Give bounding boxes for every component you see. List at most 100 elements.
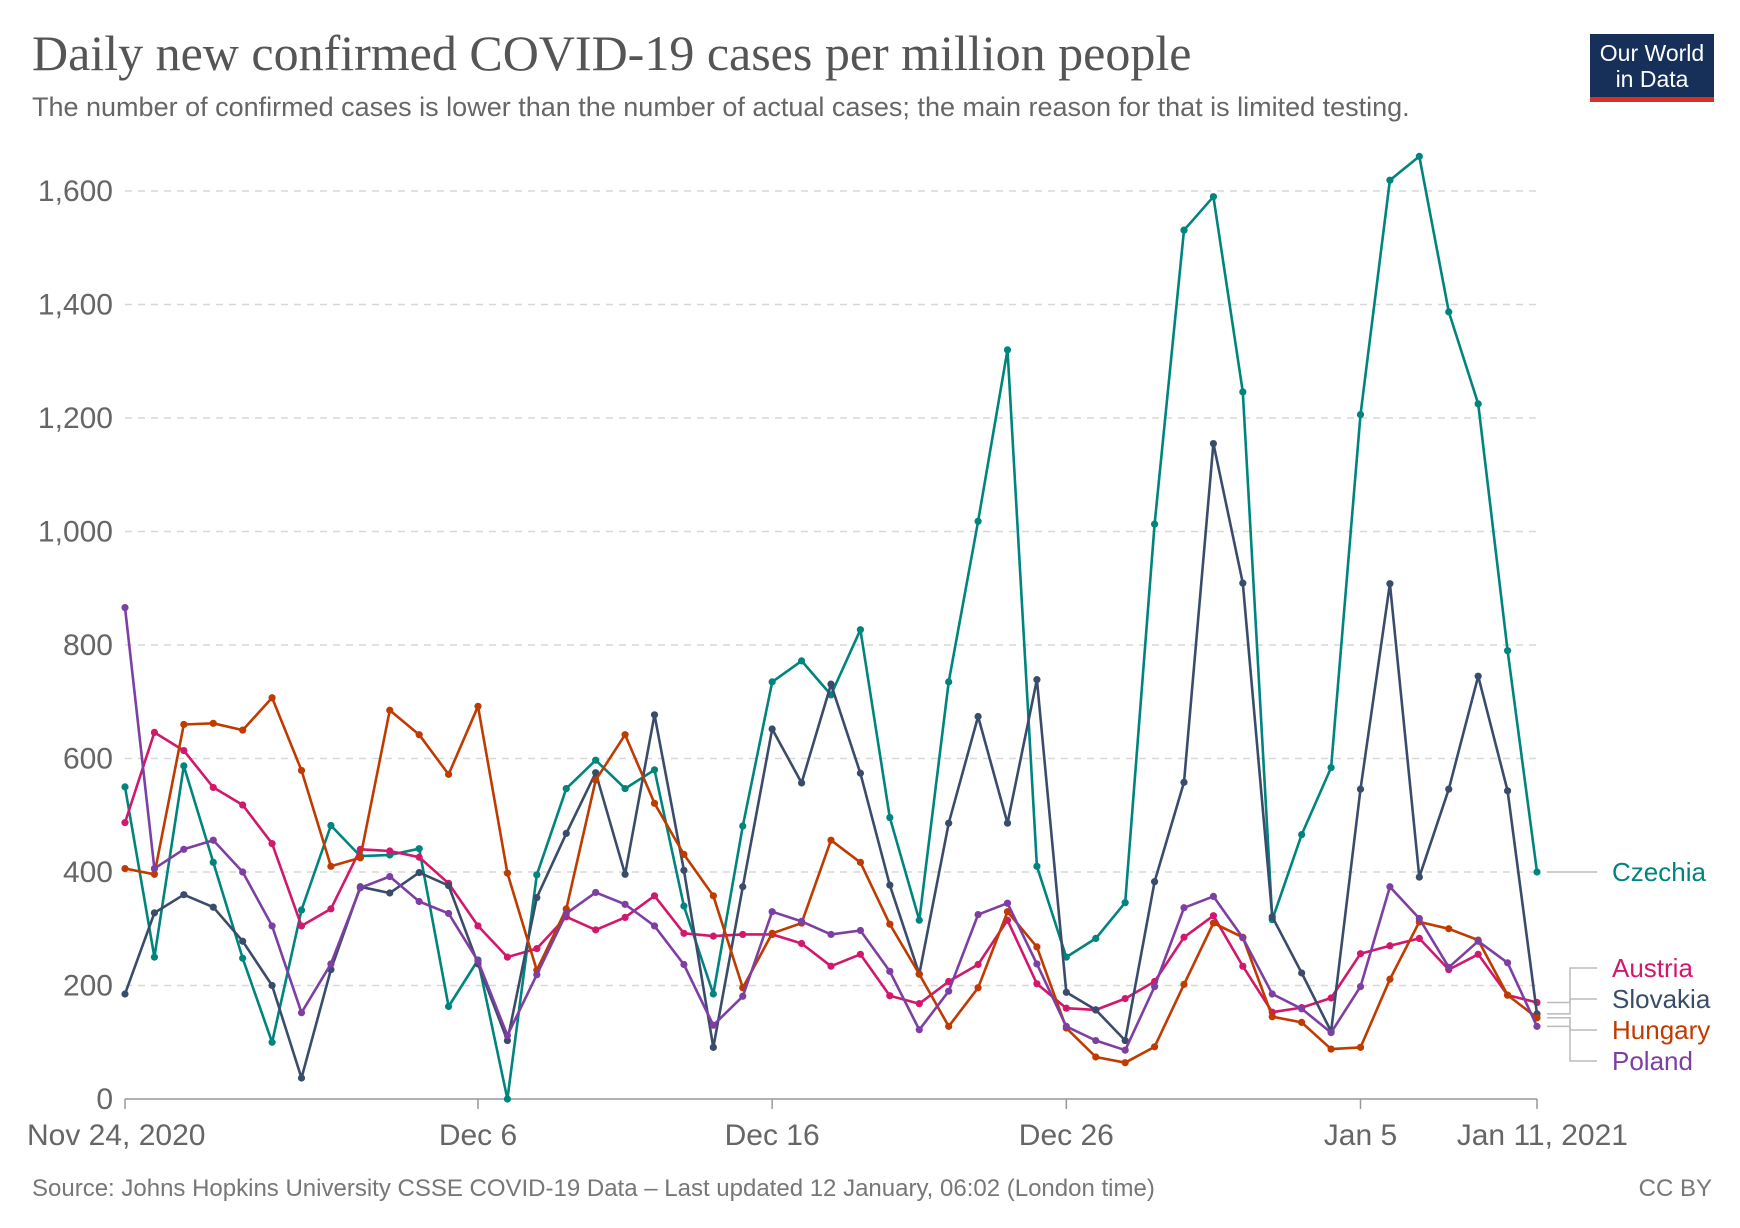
point-hungary (150, 870, 159, 878)
point-slovakia (180, 891, 188, 899)
license-link[interactable]: CC BY (1638, 1175, 1712, 1202)
point-poland (945, 987, 953, 995)
point-poland (1327, 1029, 1335, 1037)
series-lines (121, 152, 1541, 1103)
point-slovakia (1092, 1006, 1100, 1014)
y-tick-label: 1,600 (38, 175, 113, 208)
point-austria (1356, 950, 1365, 958)
point-slovakia (1356, 785, 1365, 793)
point-slovakia (1445, 785, 1453, 793)
point-slovakia (592, 769, 600, 777)
point-slovakia (1298, 969, 1306, 977)
owid-logo[interactable]: Our World in Data (1590, 34, 1714, 102)
point-slovakia (444, 882, 453, 890)
point-poland (1209, 892, 1218, 901)
point-austria (268, 840, 276, 848)
point-slovakia (209, 903, 217, 911)
point-czechia (974, 517, 982, 525)
point-slovakia (974, 712, 982, 721)
point-poland (1033, 960, 1041, 968)
point-hungary (239, 726, 247, 734)
point-czechia (886, 813, 894, 822)
point-czechia (297, 906, 306, 914)
y-tick-label: 200 (63, 970, 113, 1003)
point-poland (680, 960, 688, 969)
point-poland (1121, 1046, 1129, 1054)
point-poland (915, 1026, 923, 1034)
point-austria (150, 728, 159, 736)
point-slovakia (239, 937, 247, 945)
line-slovakia (123, 442, 1539, 1080)
point-czechia (915, 916, 923, 924)
point-czechia (533, 871, 541, 879)
point-poland (1239, 934, 1247, 942)
point-austria (1474, 950, 1482, 958)
point-slovakia (768, 725, 776, 733)
point-austria (297, 922, 306, 930)
point-hungary (1092, 1053, 1100, 1061)
legend-label-poland: Poland (1612, 1046, 1693, 1076)
line-poland (123, 607, 1539, 1052)
point-hungary (1386, 975, 1394, 983)
point-austria (180, 746, 188, 755)
point-hungary (915, 970, 923, 978)
point-slovakia (1180, 778, 1188, 786)
point-slovakia (503, 1036, 512, 1045)
legend-connector-slovakia (1547, 998, 1597, 1015)
point-poland (444, 909, 453, 918)
point-slovakia (297, 1074, 306, 1082)
point-hungary (650, 799, 659, 807)
point-austria (621, 913, 629, 922)
point-czechia (209, 858, 217, 866)
point-hungary (768, 929, 776, 937)
point-czechia (856, 626, 865, 634)
point-poland (386, 872, 394, 881)
point-austria (709, 932, 717, 940)
point-slovakia (1268, 913, 1276, 921)
point-slovakia (1121, 1036, 1129, 1045)
point-czechia (121, 783, 129, 791)
point-poland (592, 888, 600, 897)
series-poland (121, 603, 1541, 1054)
point-austria (533, 945, 541, 953)
point-hungary (474, 702, 482, 710)
point-slovakia (797, 779, 806, 787)
point-hungary (945, 1022, 953, 1030)
point-hungary (680, 850, 688, 859)
point-austria (680, 929, 688, 937)
point-slovakia (621, 870, 629, 878)
point-hungary (592, 776, 600, 784)
point-czechia (180, 762, 188, 770)
point-austria (415, 853, 423, 861)
point-slovakia (739, 883, 747, 891)
point-czechia (797, 657, 806, 665)
point-slovakia (1150, 878, 1159, 886)
point-austria (650, 892, 659, 900)
point-poland (797, 917, 806, 925)
point-poland (474, 957, 482, 965)
point-hungary (1268, 1013, 1276, 1021)
point-poland (768, 908, 776, 916)
point-austria (474, 922, 482, 930)
point-slovakia (150, 909, 159, 917)
point-slovakia (1062, 988, 1070, 996)
point-czechia (768, 678, 776, 686)
point-poland (1150, 983, 1159, 991)
line-czechia (123, 155, 1539, 1101)
point-poland (1092, 1036, 1100, 1045)
point-czechia (1150, 520, 1159, 528)
point-austria (1180, 933, 1188, 941)
point-hungary (827, 836, 835, 844)
legend-label-slovakia: Slovakia (1612, 984, 1711, 1014)
point-czechia (1474, 400, 1482, 408)
point-hungary (1150, 1043, 1159, 1051)
point-poland (1503, 959, 1512, 967)
point-czechia (1180, 226, 1188, 234)
point-austria (1415, 934, 1423, 942)
point-slovakia (415, 868, 423, 877)
point-slovakia (1003, 819, 1012, 827)
point-slovakia (1503, 787, 1512, 795)
point-slovakia (856, 769, 865, 777)
